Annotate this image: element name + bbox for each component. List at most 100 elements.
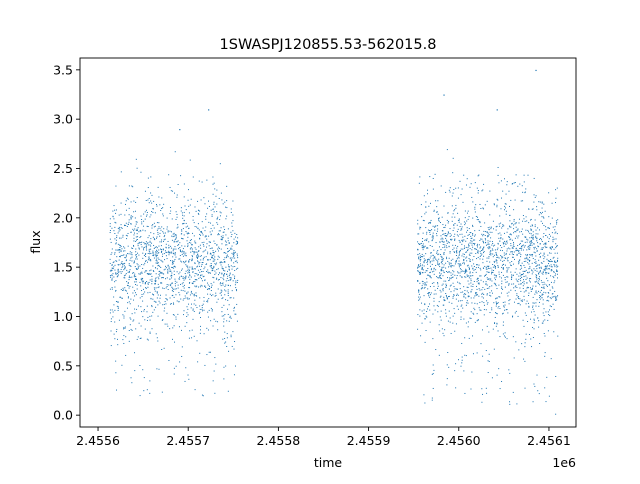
data-point [207,329,209,331]
data-point [175,235,177,237]
data-point [509,253,511,255]
data-point [215,363,217,365]
data-point [199,210,201,212]
data-point [458,218,460,220]
data-point [533,328,535,330]
data-point [533,248,535,250]
data-point [419,228,421,230]
data-point [501,257,503,259]
data-point [452,192,454,194]
data-point [493,274,495,276]
data-point [143,247,145,249]
data-point [156,236,158,238]
data-point [223,325,225,327]
data-point [496,262,498,264]
data-point [183,183,185,185]
data-point [168,359,170,361]
data-point [553,282,555,284]
data-point [451,302,453,304]
data-point [157,340,159,342]
data-point [554,266,556,268]
data-point [510,234,512,236]
data-point [531,254,533,256]
data-point [206,263,208,265]
data-point [515,248,517,250]
data-point [444,299,446,301]
data-point [441,328,443,330]
data-point [534,262,536,264]
data-point [437,213,439,215]
data-point [167,272,169,274]
data-point [544,268,546,270]
data-point [507,257,509,259]
data-point [530,219,532,221]
data-point [203,268,205,270]
data-point [165,303,167,305]
data-point [199,286,201,288]
data-point [548,265,550,267]
data-point [525,338,527,340]
data-point [165,298,167,300]
data-point [544,210,546,212]
data-point [445,284,447,286]
data-point [435,349,437,351]
data-point [129,265,131,267]
data-point [128,214,130,216]
data-point [219,215,221,217]
data-point [511,283,513,285]
data-point [189,330,191,332]
data-point [141,293,143,295]
data-point [420,288,422,290]
data-point [457,263,459,265]
data-point [474,234,476,236]
data-point [230,265,232,267]
data-point [551,248,553,250]
data-point [173,235,175,237]
data-point [226,244,228,246]
data-point [115,289,117,291]
data-point [505,243,507,245]
data-point [158,196,160,198]
data-point [464,337,466,339]
data-point [469,272,471,274]
data-point [491,271,493,273]
data-point [521,274,523,276]
data-point [502,256,504,258]
data-point [159,270,161,272]
data-point [166,298,168,300]
data-point [505,254,507,256]
data-point [469,260,471,262]
data-point [470,290,472,292]
data-point [550,281,552,283]
data-point [109,232,111,234]
data-point [196,285,198,287]
data-point [522,249,524,251]
data-point [200,317,202,319]
data-point [425,211,427,213]
data-point [184,290,186,292]
data-point [458,219,460,221]
data-point [465,272,467,274]
data-point [180,233,182,235]
data-point [523,270,525,272]
data-point [464,224,466,226]
data-point [159,204,161,206]
data-point [477,249,479,251]
data-point [138,254,140,256]
data-point [213,260,215,262]
data-point [112,273,114,275]
data-point [421,280,423,282]
data-point [212,267,214,269]
data-point [495,254,497,256]
data-point [450,259,452,261]
data-point [218,256,220,258]
data-point [553,264,555,266]
data-point [166,228,168,230]
data-point [228,242,230,244]
data-point [472,246,474,248]
data-point [509,225,511,227]
data-point [471,371,473,373]
data-point [426,274,428,276]
data-point [426,247,428,249]
data-point [201,271,203,273]
